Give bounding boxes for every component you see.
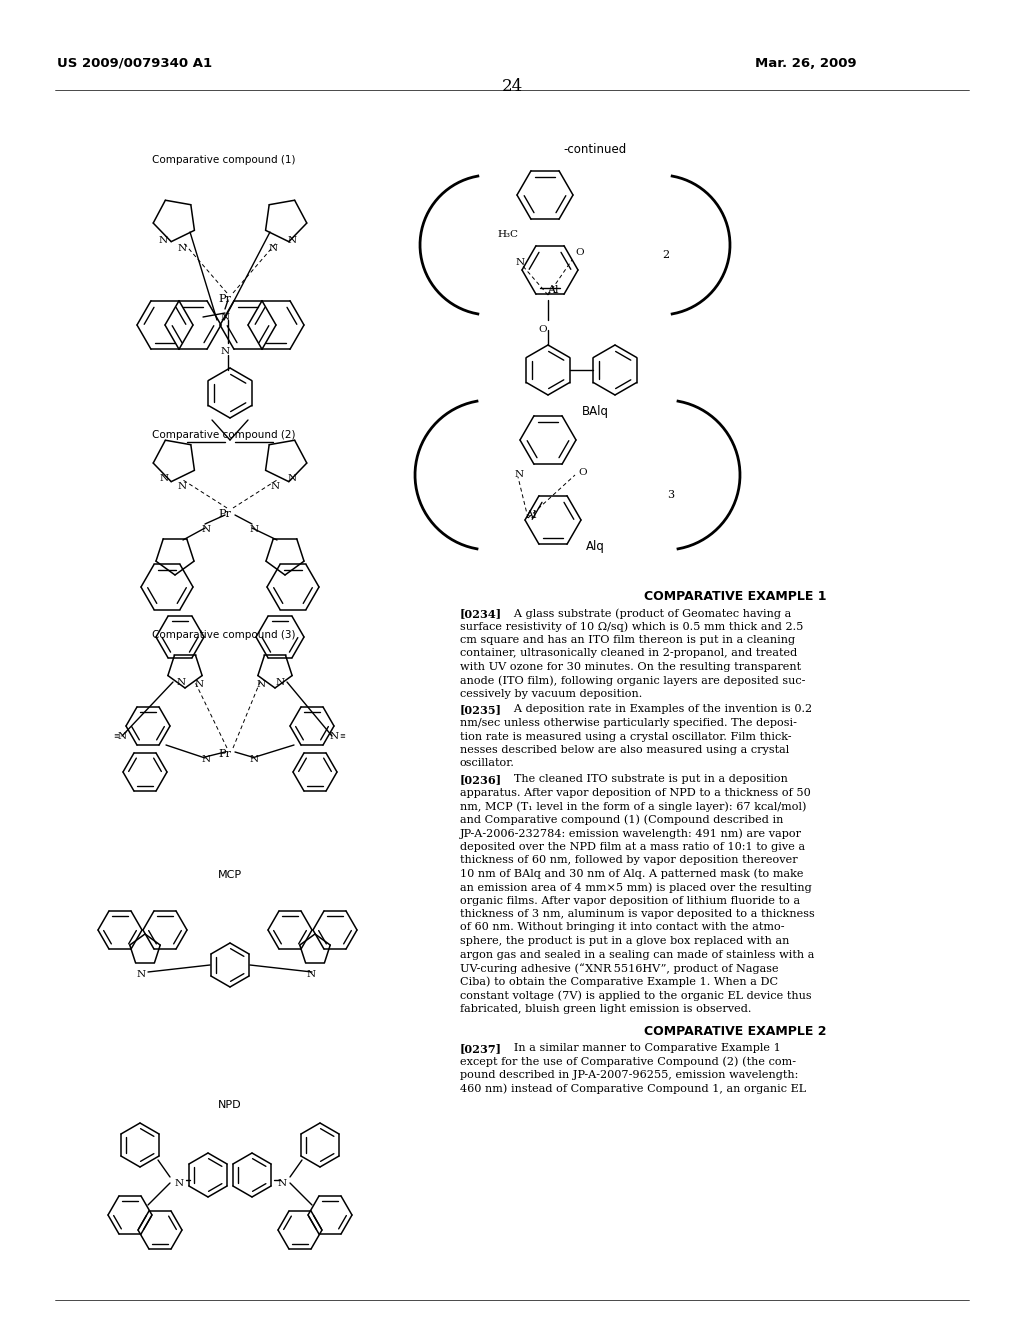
Text: Ciba) to obtain the Comparative Example 1. When a DC: Ciba) to obtain the Comparative Example … <box>460 977 778 987</box>
Text: N: N <box>288 474 297 483</box>
Text: container, ultrasonically cleaned in 2-propanol, and treated: container, ultrasonically cleaned in 2-p… <box>460 648 798 659</box>
Text: N: N <box>250 755 259 764</box>
Text: anode (ITO film), following organic layers are deposited suc-: anode (ITO film), following organic laye… <box>460 676 805 686</box>
Text: of 60 nm. Without bringing it into contact with the atmo-: of 60 nm. Without bringing it into conta… <box>460 923 784 932</box>
Text: Pr: Pr <box>218 748 231 759</box>
Text: fabricated, bluish green light emission is observed.: fabricated, bluish green light emission … <box>460 1003 752 1014</box>
Text: N: N <box>271 482 281 491</box>
Text: N: N <box>178 482 187 491</box>
Text: UV-curing adhesive (“XNR 5516HV”, product of Nagase: UV-curing adhesive (“XNR 5516HV”, produc… <box>460 964 778 974</box>
Text: N: N <box>220 313 229 322</box>
Text: N: N <box>195 680 204 689</box>
Text: Mar. 26, 2009: Mar. 26, 2009 <box>755 57 857 70</box>
Text: N: N <box>202 525 211 535</box>
Text: an emission area of 4 mm×5 mm) is placed over the resulting: an emission area of 4 mm×5 mm) is placed… <box>460 882 812 892</box>
Text: -continued: -continued <box>563 143 627 156</box>
Text: Comparative compound (2): Comparative compound (2) <box>152 430 295 440</box>
Text: N: N <box>220 347 229 356</box>
Text: COMPARATIVE EXAMPLE 2: COMPARATIVE EXAMPLE 2 <box>644 1026 826 1038</box>
Text: [0237]: [0237] <box>460 1043 502 1053</box>
Text: organic films. After vapor deposition of lithium fluoride to a: organic films. After vapor deposition of… <box>460 895 800 906</box>
Text: and Comparative compound (1) (Compound described in: and Comparative compound (1) (Compound d… <box>460 814 783 825</box>
Text: The cleaned ITO substrate is put in a deposition: The cleaned ITO substrate is put in a de… <box>503 774 787 784</box>
Text: N: N <box>257 680 266 689</box>
Text: N: N <box>177 678 186 686</box>
Text: N: N <box>118 733 127 741</box>
Text: N: N <box>269 244 279 253</box>
Text: N: N <box>288 236 297 246</box>
Text: N: N <box>178 244 187 253</box>
Text: N: N <box>276 678 285 686</box>
Text: 3: 3 <box>667 490 674 500</box>
Text: O: O <box>578 469 587 477</box>
Text: N: N <box>160 474 169 483</box>
Text: apparatus. After vapor deposition of NPD to a thickness of 50: apparatus. After vapor deposition of NPD… <box>460 788 811 797</box>
Text: 10 nm of BAlq and 30 nm of Alq. A patterned mask (to make: 10 nm of BAlq and 30 nm of Alq. A patter… <box>460 869 804 879</box>
Text: except for the use of Comparative Compound (2) (the com-: except for the use of Comparative Compou… <box>460 1056 796 1067</box>
Text: cm square and has an ITO film thereon is put in a cleaning: cm square and has an ITO film thereon is… <box>460 635 795 645</box>
Text: N: N <box>515 470 524 479</box>
Text: ≡: ≡ <box>113 733 119 741</box>
Text: BAlq: BAlq <box>582 405 608 418</box>
Text: 2: 2 <box>662 249 669 260</box>
Text: nm, MCP (T₁ level in the form of a single layer): 67 kcal/mol): nm, MCP (T₁ level in the form of a singl… <box>460 801 807 812</box>
Text: N: N <box>330 733 339 741</box>
Text: Al: Al <box>525 510 537 520</box>
Text: A deposition rate in Examples of the invention is 0.2: A deposition rate in Examples of the inv… <box>503 705 812 714</box>
Text: MCP: MCP <box>218 870 242 880</box>
Text: with UV ozone for 30 minutes. On the resulting transparent: with UV ozone for 30 minutes. On the res… <box>460 663 801 672</box>
Text: thickness of 3 nm, aluminum is vapor deposited to a thickness: thickness of 3 nm, aluminum is vapor dep… <box>460 909 815 919</box>
Text: N: N <box>136 970 145 979</box>
Text: argon gas and sealed in a sealing can made of stainless with a: argon gas and sealed in a sealing can ma… <box>460 949 814 960</box>
Text: Comparative compound (3): Comparative compound (3) <box>152 630 295 640</box>
Text: Comparative compound (1): Comparative compound (1) <box>152 154 295 165</box>
Text: thickness of 60 nm, followed by vapor deposition thereover: thickness of 60 nm, followed by vapor de… <box>460 855 798 865</box>
Text: surface resistivity of 10 Ω/sq) which is 0.5 mm thick and 2.5: surface resistivity of 10 Ω/sq) which is… <box>460 622 804 632</box>
Text: 24: 24 <box>502 78 522 95</box>
Text: nm/sec unless otherwise particularly specified. The deposi-: nm/sec unless otherwise particularly spe… <box>460 718 797 729</box>
Text: NPD: NPD <box>218 1100 242 1110</box>
Text: N: N <box>250 525 259 535</box>
Text: A glass substrate (product of Geomatec having a: A glass substrate (product of Geomatec h… <box>503 609 792 619</box>
Text: deposited over the NPD film at a mass ratio of 10:1 to give a: deposited over the NPD film at a mass ra… <box>460 842 805 851</box>
Text: O: O <box>575 248 584 257</box>
Text: Alq: Alq <box>586 540 604 553</box>
Text: COMPARATIVE EXAMPLE 1: COMPARATIVE EXAMPLE 1 <box>644 590 826 603</box>
Text: H₃C: H₃C <box>497 230 518 239</box>
Text: Pr: Pr <box>218 294 231 304</box>
Text: JP-A-2006-232784: emission wavelength: 491 nm) are vapor: JP-A-2006-232784: emission wavelength: 4… <box>460 828 802 838</box>
Text: Al: Al <box>547 285 558 294</box>
Text: nesses described below are also measured using a crystal: nesses described below are also measured… <box>460 744 790 755</box>
Text: [0234]: [0234] <box>460 609 502 619</box>
Text: [0235]: [0235] <box>460 705 502 715</box>
Text: O: O <box>538 325 547 334</box>
Text: sphere, the product is put in a glove box replaced with an: sphere, the product is put in a glove bo… <box>460 936 790 946</box>
Text: 460 nm) instead of Comparative Compound 1, an organic EL: 460 nm) instead of Comparative Compound … <box>460 1084 806 1094</box>
Text: N: N <box>516 257 525 267</box>
Text: N: N <box>159 236 168 246</box>
Text: [0236]: [0236] <box>460 774 502 785</box>
Text: ≡: ≡ <box>339 733 345 741</box>
Text: N: N <box>175 1179 184 1188</box>
Text: constant voltage (7V) is applied to the organic EL device thus: constant voltage (7V) is applied to the … <box>460 990 812 1001</box>
Text: In a similar manner to Comparative Example 1: In a similar manner to Comparative Examp… <box>503 1043 780 1053</box>
Text: Pr: Pr <box>218 510 231 519</box>
Text: tion rate is measured using a crystal oscillator. Film thick-: tion rate is measured using a crystal os… <box>460 731 792 742</box>
Text: oscillator.: oscillator. <box>460 759 515 768</box>
Text: N: N <box>278 1179 287 1188</box>
Text: N: N <box>202 755 211 764</box>
Text: cessively by vacuum deposition.: cessively by vacuum deposition. <box>460 689 642 700</box>
Text: US 2009/0079340 A1: US 2009/0079340 A1 <box>57 57 212 70</box>
Text: pound described in JP-A-2007-96255, emission wavelength:: pound described in JP-A-2007-96255, emis… <box>460 1071 799 1080</box>
Text: N: N <box>306 970 315 979</box>
